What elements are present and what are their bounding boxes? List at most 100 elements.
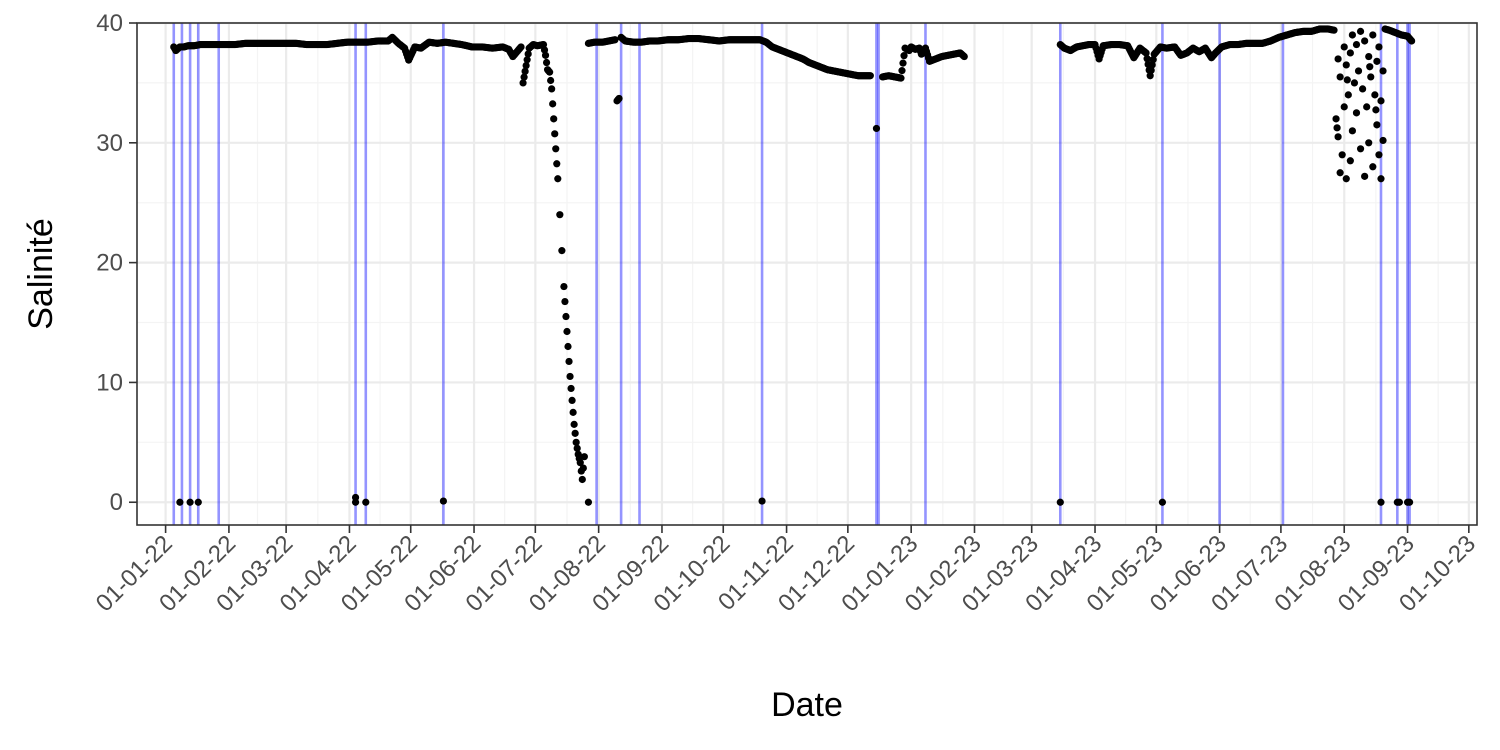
salinity-point bbox=[938, 52, 946, 61]
y-tick-label: 10 bbox=[96, 369, 123, 396]
salinity-point bbox=[196, 40, 204, 49]
salinity-point bbox=[921, 44, 930, 52]
salinity-point bbox=[848, 70, 856, 79]
salinity-point bbox=[1189, 44, 1197, 52]
salinity-point bbox=[1367, 73, 1375, 81]
salinity-point bbox=[1373, 57, 1381, 65]
salinity-point bbox=[521, 67, 529, 75]
salinity-point bbox=[1336, 73, 1344, 81]
salinity-point bbox=[1218, 43, 1226, 51]
salinity-point bbox=[695, 34, 703, 43]
salinity-point bbox=[520, 73, 528, 81]
salinity-point bbox=[1234, 40, 1242, 49]
salinity-point bbox=[568, 396, 576, 404]
salinity-point bbox=[1371, 91, 1379, 99]
salinity-point bbox=[1397, 31, 1406, 39]
salinity-point bbox=[550, 115, 558, 123]
salinity-point bbox=[1356, 27, 1365, 35]
salinity-point bbox=[573, 444, 581, 452]
salinity-point bbox=[1377, 498, 1385, 506]
salinity-point bbox=[1316, 25, 1324, 33]
salinity-point bbox=[292, 39, 300, 47]
salinity-point bbox=[540, 46, 549, 54]
salinity-point bbox=[768, 43, 776, 51]
salinity-point bbox=[793, 52, 801, 61]
salinity-point bbox=[1348, 31, 1356, 39]
y-tick-label: 0 bbox=[110, 489, 123, 516]
salinity-point bbox=[584, 39, 593, 47]
salinity-point bbox=[842, 69, 850, 77]
salinity-point bbox=[562, 312, 570, 321]
salinity-point bbox=[1352, 109, 1361, 117]
salinity-point bbox=[564, 342, 572, 351]
salinity-point bbox=[654, 37, 662, 45]
salinity-point bbox=[1332, 115, 1340, 123]
salinity-point bbox=[1330, 26, 1338, 34]
salinity-point bbox=[629, 38, 637, 46]
salinity-point bbox=[1195, 48, 1203, 56]
salinity-point bbox=[823, 66, 832, 74]
salinity-point bbox=[572, 438, 580, 446]
salinity-point bbox=[1348, 127, 1356, 135]
salinity-point bbox=[725, 36, 733, 44]
salinity-point bbox=[522, 61, 530, 70]
salinity-point bbox=[563, 327, 571, 336]
salinity-point bbox=[1183, 49, 1191, 57]
salinity-point bbox=[176, 498, 184, 506]
salinity-point bbox=[1352, 40, 1361, 49]
salinity-point bbox=[1365, 139, 1373, 147]
salinity-point bbox=[1073, 43, 1081, 51]
salinity-point bbox=[343, 38, 351, 46]
salinity-point bbox=[944, 51, 952, 59]
salinity-point bbox=[637, 38, 646, 46]
salinity-point bbox=[756, 36, 764, 44]
salinity-point bbox=[584, 498, 593, 506]
y-axis-ticks: 0 10 20 30 40 bbox=[96, 10, 137, 516]
salinity-point bbox=[1085, 40, 1093, 49]
salinity-point bbox=[1130, 54, 1138, 62]
salinity-point bbox=[1211, 49, 1220, 57]
salinity-point bbox=[400, 44, 409, 52]
y-tick-label: 20 bbox=[96, 250, 123, 277]
salinity-point bbox=[505, 45, 513, 53]
salinity-point bbox=[829, 67, 838, 75]
panel-border bbox=[136, 22, 1478, 526]
salinity-point bbox=[411, 43, 419, 51]
salinity-point bbox=[899, 59, 907, 67]
salinity-point bbox=[1343, 76, 1351, 84]
salinity-point bbox=[1079, 42, 1087, 50]
salinity-point bbox=[1242, 39, 1250, 47]
salinity-point bbox=[787, 50, 795, 58]
salinity-point bbox=[1107, 40, 1115, 49]
salinity-point bbox=[885, 72, 893, 80]
salinity-point bbox=[1342, 61, 1350, 69]
salinity-point bbox=[519, 79, 527, 87]
salinity-point bbox=[186, 498, 194, 506]
salinity-point bbox=[554, 175, 562, 183]
salinity-point bbox=[1124, 42, 1132, 50]
salinity-point bbox=[897, 74, 905, 82]
salinity-point bbox=[374, 37, 382, 45]
salinity-point bbox=[1354, 67, 1363, 75]
salinity-point bbox=[441, 38, 450, 46]
salinity-point bbox=[488, 44, 497, 52]
salinity-point bbox=[836, 68, 844, 76]
data-points bbox=[170, 25, 1416, 506]
salinity-point bbox=[1150, 50, 1158, 58]
salinity-point bbox=[1356, 145, 1365, 153]
salinity-point bbox=[262, 39, 270, 47]
salinity-point bbox=[1359, 85, 1367, 93]
salinity-point bbox=[1143, 55, 1151, 63]
salinity-point bbox=[1207, 54, 1216, 62]
salinity-point bbox=[313, 40, 321, 49]
salinity-point bbox=[433, 39, 441, 47]
salinity-point bbox=[674, 36, 682, 44]
salinity-point bbox=[762, 38, 770, 46]
salinity-point bbox=[932, 55, 940, 63]
salinity-point bbox=[546, 68, 554, 76]
salinity-point bbox=[417, 44, 425, 52]
salinity-point bbox=[542, 58, 551, 67]
salinity-point bbox=[805, 58, 813, 67]
major-gridlines bbox=[137, 21, 1477, 525]
